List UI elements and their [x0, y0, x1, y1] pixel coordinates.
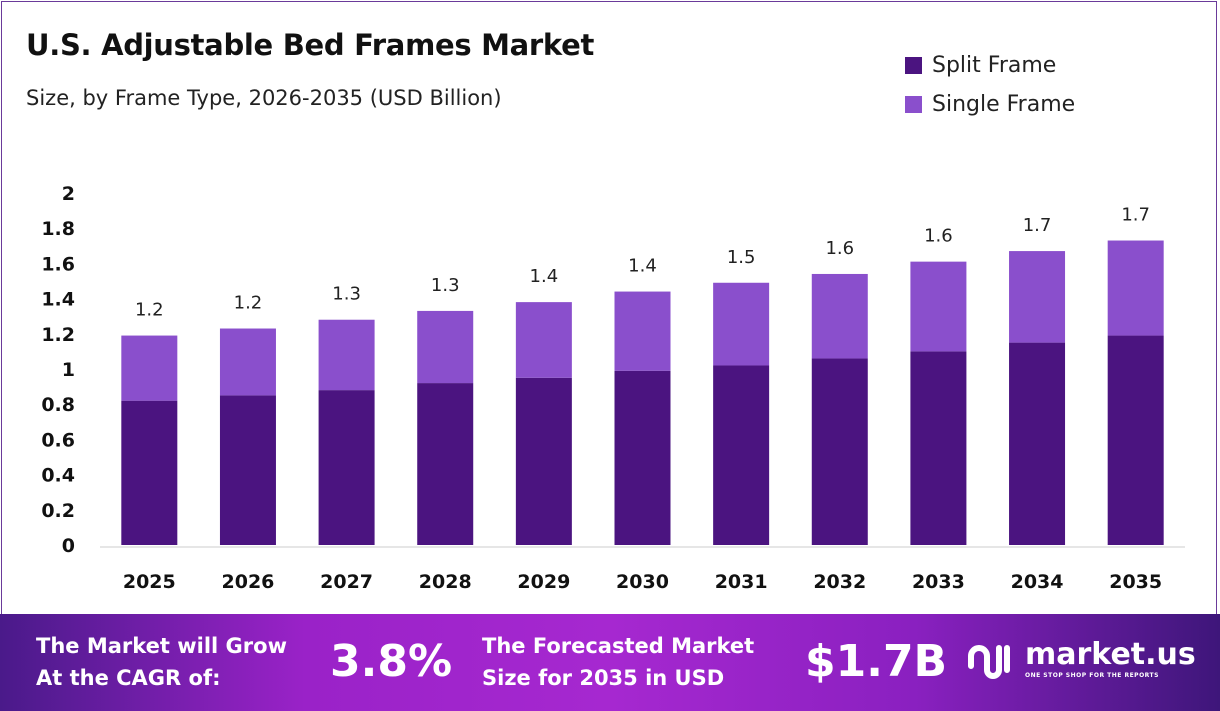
chart-title: U.S. Adjustable Bed Frames Market	[26, 28, 595, 62]
cagr-label-line1: The Market will Grow	[36, 634, 287, 658]
market-us-logo: market.us ONE STOP SHOP FOR THE REPORTS	[965, 636, 1196, 680]
y-tick-label: 2	[62, 183, 75, 205]
legend-label: Single Frame	[932, 92, 1076, 117]
data-label: 1.3	[332, 284, 361, 305]
cagr-label-line2: At the CAGR of:	[36, 666, 221, 690]
logo-name: market.us	[1025, 637, 1196, 672]
logo-mark-icon	[968, 645, 1010, 679]
data-label: 1.4	[530, 266, 559, 287]
x-tick-label: 2025	[123, 571, 176, 593]
x-tick-label: 2029	[517, 571, 570, 593]
x-tick-label: 2033	[912, 571, 965, 593]
forecast-label: The Forecasted Market Size for 2035 in U…	[482, 630, 754, 694]
data-label: 1.6	[924, 226, 953, 247]
logo-tagline: ONE STOP SHOP FOR THE REPORTS	[1025, 672, 1159, 679]
legend-swatch	[905, 96, 922, 113]
y-tick-label: 0.6	[41, 429, 75, 451]
bar-single-frame	[811, 273, 868, 359]
bar-split-frame	[1009, 342, 1066, 545]
x-tick-label: 2028	[419, 571, 472, 593]
data-label: 1.7	[1121, 205, 1150, 226]
bar-split-frame	[417, 383, 474, 545]
x-tick-label: 2027	[320, 571, 373, 593]
cagr-label: The Market will Grow At the CAGR of:	[36, 630, 287, 694]
x-tick-label: 2032	[813, 571, 866, 593]
forecast-value: $1.7B	[805, 636, 948, 687]
bar-single-frame	[713, 282, 770, 366]
data-label: 1.2	[234, 293, 263, 314]
data-label: 1.7	[1023, 215, 1052, 236]
x-tick-label: 2030	[616, 571, 669, 593]
x-tick-label: 2026	[222, 571, 275, 593]
bar-chart: 0 0.2 0.4 0.6 0.8 1 1.2 1.4 1.6 1.8 2 1.2 2025 1.2 202…	[41, 183, 1185, 593]
y-tick-label: 1.8	[41, 218, 75, 240]
bar-split-frame	[910, 351, 967, 545]
y-tick-label: 1.4	[41, 289, 75, 311]
bar-split-frame	[219, 395, 276, 545]
legend-swatch	[905, 57, 922, 74]
bar-split-frame	[811, 358, 868, 545]
y-tick-label: 1	[62, 359, 75, 381]
x-tick-label: 2034	[1011, 571, 1064, 593]
bar-split-frame	[1107, 335, 1164, 545]
bar-single-frame	[219, 328, 276, 396]
legend-label: Split Frame	[932, 53, 1057, 78]
summary-banner: The Market will Grow At the CAGR of: 3.8…	[0, 614, 1220, 711]
legend-item-single-frame: Single Frame	[905, 85, 1075, 124]
y-tick-label: 0.2	[41, 500, 75, 522]
bar-single-frame	[1107, 240, 1164, 336]
y-tick-label: 1.2	[41, 324, 75, 346]
data-label: 1.2	[135, 300, 164, 321]
bar-single-frame	[1009, 251, 1066, 343]
chart-subtitle: Size, by Frame Type, 2026-2035 (USD Bill…	[26, 86, 502, 110]
y-tick-label: 0.8	[41, 394, 75, 416]
forecast-label-line1: The Forecasted Market	[482, 634, 755, 658]
x-tick-label: 2031	[715, 571, 768, 593]
bar-single-frame	[614, 291, 671, 371]
y-tick-label: 0.4	[41, 465, 75, 487]
bar-single-frame	[515, 302, 572, 378]
bar-split-frame	[614, 370, 671, 545]
bar-split-frame	[318, 390, 375, 545]
x-tick-label: 2035	[1109, 571, 1162, 593]
legend-item-split-frame: Split Frame	[905, 46, 1075, 85]
bar-single-frame	[910, 261, 967, 352]
data-label: 1.5	[727, 247, 756, 268]
bar-single-frame	[121, 335, 178, 401]
bar-single-frame	[417, 310, 474, 384]
data-label: 1.3	[431, 275, 460, 296]
bar-split-frame	[713, 365, 770, 545]
cagr-value: 3.8%	[330, 636, 453, 687]
legend: Split Frame Single Frame	[905, 46, 1075, 124]
data-label: 1.6	[825, 238, 854, 259]
data-label: 1.4	[628, 256, 657, 277]
bar-split-frame	[121, 400, 178, 545]
forecast-label-line2: Size for 2035 in USD	[482, 666, 725, 690]
y-tick-label: 1.6	[41, 253, 75, 275]
bar-split-frame	[515, 377, 572, 545]
bar-single-frame	[318, 319, 375, 391]
y-tick-label: 0	[62, 535, 75, 557]
